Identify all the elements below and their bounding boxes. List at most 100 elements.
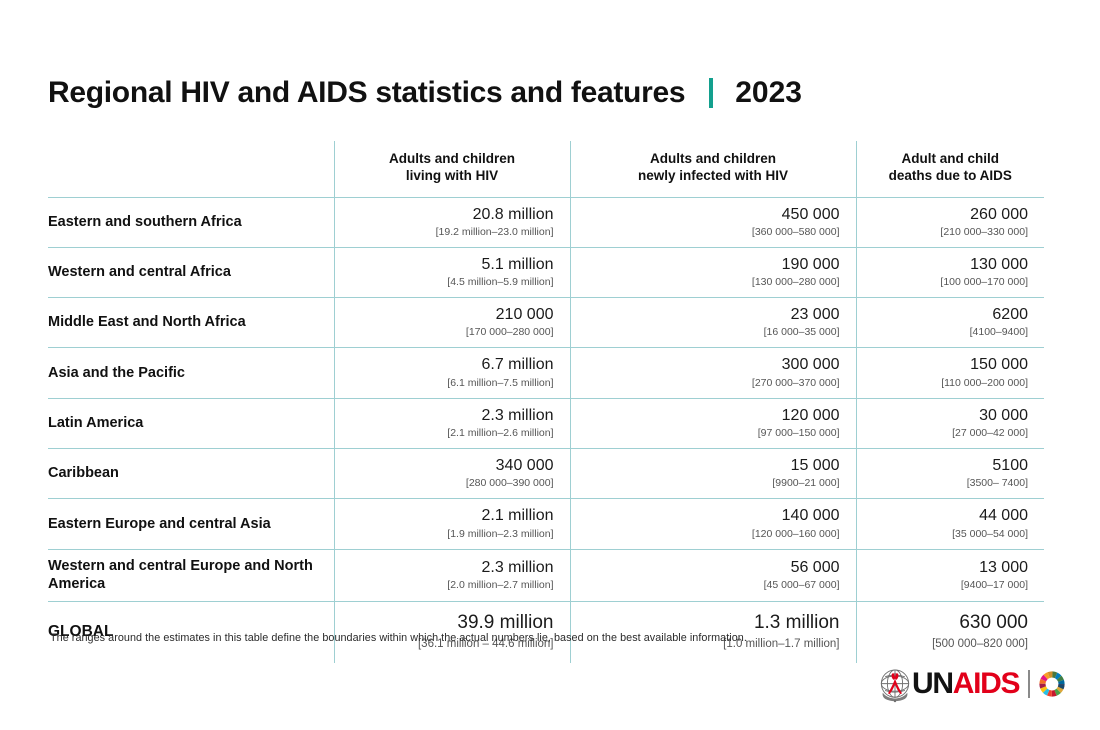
- cell-deaths: 13 000 [9400–17 000]: [855, 549, 1044, 602]
- cell-range: [360 000–580 000]: [751, 225, 840, 238]
- row-label: Eastern Europe and central Asia: [48, 498, 334, 550]
- cell-value: 190 000: [781, 255, 840, 273]
- table-row: Middle East and North Africa 210 000 [17…: [48, 297, 1044, 349]
- table-body: Eastern and southern Africa 20.8 million…: [48, 197, 1044, 664]
- un-emblem-with-ribbon-icon: [880, 669, 910, 703]
- cell-value: 6200: [992, 306, 1028, 324]
- page-title-main: Regional HIV and AIDS statistics and fea…: [48, 76, 686, 109]
- cell-value: 630 000: [959, 611, 1028, 633]
- cell-range: [6.1 million–7.5 million]: [447, 376, 554, 389]
- table-header-row: Adults and children living with HIV Adul…: [48, 141, 1044, 198]
- cell-newly-infected: 56 000 [45 000–67 000]: [569, 549, 856, 602]
- cell-value: 2.3 million: [481, 406, 554, 424]
- unaids-logo: UN AIDS: [876, 663, 1066, 705]
- cell-value: 450 000: [781, 205, 840, 223]
- row-label: Eastern and southern Africa: [48, 197, 334, 248]
- cell-newly-infected: 23 000 [16 000–35 000]: [569, 297, 856, 349]
- column-header-new-line1: Adults and children: [649, 151, 776, 166]
- row-label: Asia and the Pacific: [48, 347, 334, 399]
- cell-value: 23 000: [790, 306, 840, 324]
- cell-range: [1.9 million–2.3 million]: [447, 527, 554, 540]
- cell-living-with-hiv: 210 000 [170 000–280 000]: [333, 297, 570, 349]
- cell-deaths: 130 000 [100 000–170 000]: [855, 247, 1044, 299]
- cell-range: [16 000–35 000]: [763, 326, 840, 339]
- cell-deaths: 630 000 [500 000–820 000]: [855, 601, 1044, 664]
- cell-range: [110 000–200 000]: [941, 376, 1028, 389]
- cell-range: [4100–9400]: [969, 326, 1028, 339]
- row-label: GLOBAL: [48, 622, 114, 640]
- title-separator-bar: [709, 78, 714, 108]
- statistics-table-container: Adults and children living with HIV Adul…: [48, 141, 1044, 664]
- cell-value: 56 000: [790, 558, 840, 576]
- statistics-table: Adults and children living with HIV Adul…: [48, 141, 1044, 664]
- cell-range: [170 000–280 000]: [465, 326, 554, 339]
- page-title: Regional HIV and AIDS statistics and fea…: [48, 76, 802, 110]
- cell-range: [19.2 million–23.0 million]: [435, 225, 554, 238]
- row-label: Western and central Europe and North Ame…: [48, 549, 334, 602]
- cell-living-with-hiv: 6.7 million [6.1 million–7.5 million]: [333, 347, 570, 399]
- row-label: Caribbean: [48, 448, 334, 500]
- cell-newly-infected: 15 000 [9900–21 000]: [569, 448, 856, 500]
- cell-range: [130 000–280 000]: [751, 276, 840, 289]
- cell-value: 30 000: [979, 406, 1028, 424]
- cell-living-with-hiv: 39.9 million [36.1 million – 44.6 millio…: [333, 601, 570, 664]
- table-row: Eastern Europe and central Asia 2.1 mill…: [48, 498, 1044, 550]
- cell-range: [2.0 million–2.7 million]: [447, 578, 554, 591]
- page-title-year: 2023: [735, 76, 802, 109]
- cell-value: 130 000: [970, 255, 1028, 273]
- cell-newly-infected: 450 000 [360 000–580 000]: [569, 197, 856, 248]
- cell-value: 2.1 million: [481, 507, 554, 525]
- cell-range: [120 000–160 000]: [751, 527, 840, 540]
- logo-aids-text: AIDS: [952, 667, 1021, 700]
- cell-range: [97 000–150 000]: [757, 426, 840, 439]
- cell-value: 300 000: [781, 356, 840, 374]
- cell-range: [27 000–42 000]: [952, 426, 1028, 439]
- logo-un-text: UN: [912, 667, 954, 700]
- column-header-deaths-line2: deaths due to AIDS: [888, 168, 1012, 184]
- column-header-deaths: Adult and child deaths due to AIDS: [855, 141, 1044, 198]
- cell-newly-infected: 140 000 [120 000–160 000]: [569, 498, 856, 550]
- cell-range: [4.5 million–5.9 million]: [447, 276, 554, 289]
- cell-value: 1.3 million: [753, 611, 840, 633]
- column-header-new-line2: newly infected with HIV: [637, 168, 789, 184]
- cell-living-with-hiv: 2.3 million [2.1 million–2.6 million]: [333, 398, 570, 450]
- cell-range: [1.0 million–1.7 million]: [723, 637, 840, 650]
- cell-value: 210 000: [495, 306, 554, 324]
- cell-range: [9900–21 000]: [772, 477, 840, 490]
- cell-deaths: 44 000 [35 000–54 000]: [855, 498, 1044, 550]
- cell-range: [210 000–330 000]: [940, 225, 1028, 238]
- column-header-region: [48, 141, 334, 198]
- row-label: Middle East and North Africa: [48, 297, 334, 349]
- cell-value: 5.1 million: [481, 255, 554, 273]
- table-row: Asia and the Pacific 6.7 million [6.1 mi…: [48, 347, 1044, 399]
- cell-value: 140 000: [781, 507, 840, 525]
- cell-value: 2.3 million: [481, 558, 554, 576]
- table-row-global: GLOBAL 39.9 million [36.1 million – 44.6…: [48, 601, 1044, 664]
- cell-newly-infected: 190 000 [130 000–280 000]: [569, 247, 856, 299]
- cell-deaths: 30 000 [27 000–42 000]: [855, 398, 1044, 450]
- cell-living-with-hiv: 340 000 [280 000–390 000]: [333, 448, 570, 500]
- cell-value: 6.7 million: [481, 356, 554, 374]
- cell-range: [280 000–390 000]: [465, 477, 554, 490]
- table-header: Adults and children living with HIV Adul…: [48, 141, 1044, 198]
- cell-range: [500 000–820 000]: [932, 637, 1028, 650]
- cell-value: 120 000: [781, 406, 840, 424]
- table-row: Eastern and southern Africa 20.8 million…: [48, 197, 1044, 248]
- cell-range: [270 000–370 000]: [751, 376, 840, 389]
- cell-living-with-hiv: 20.8 million [19.2 million–23.0 million]: [333, 197, 570, 248]
- cell-range: [35 000–54 000]: [952, 527, 1028, 540]
- footnote-text: The ranges around the estimates in this …: [50, 632, 747, 644]
- table-row: Western and central Africa 5.1 million […: [48, 247, 1044, 299]
- cell-newly-infected: 300 000 [270 000–370 000]: [569, 347, 856, 399]
- cell-value: 39.9 million: [457, 611, 554, 633]
- cell-range: [3500– 7400]: [966, 477, 1028, 490]
- cell-value: 15 000: [790, 457, 840, 475]
- logo-divider-bar: [1028, 670, 1031, 698]
- cell-value: 150 000: [970, 356, 1028, 374]
- column-header-newly-infected: Adults and children newly infected with …: [569, 141, 856, 198]
- cell-value: 44 000: [979, 507, 1028, 525]
- column-header-living-line1: Adults and children: [388, 151, 515, 166]
- cell-deaths: 5100 [3500– 7400]: [855, 448, 1044, 500]
- cell-deaths: 6200 [4100–9400]: [855, 297, 1044, 349]
- sdg-wheel-icon: [1039, 671, 1065, 697]
